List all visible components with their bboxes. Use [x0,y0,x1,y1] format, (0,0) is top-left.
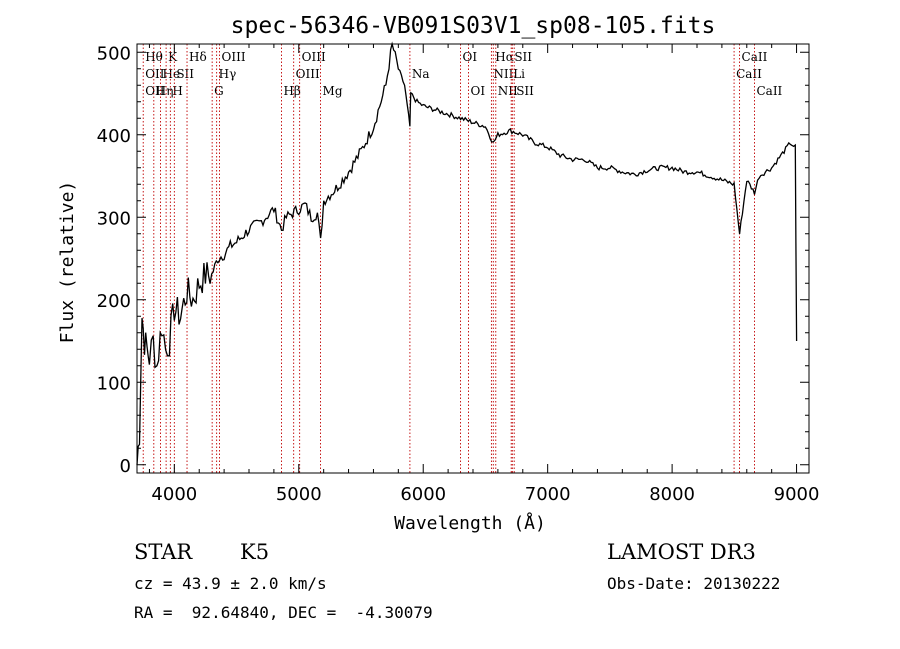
y-tick-label-5: 500 [97,43,131,64]
line-label-12-0: OIII [302,50,326,64]
line-label-5-0: SII [176,67,194,81]
line-label-7-0: G [214,84,224,98]
line-label-19-0: NII [498,84,518,98]
line-label-2-0: He [163,67,181,81]
line-label-23-0: CaII [736,67,762,81]
flux-series-line [136,41,798,466]
survey-name: LAMOST DR3 [607,540,756,564]
line-label-21-0: SII [514,50,532,64]
coordinates-readout: RA = 92.64840, DEC = -4.30079 [134,603,433,622]
line-label-22-0: SII [516,84,534,98]
line-label-0-2: OII [145,84,165,98]
line-label-10-0: Hβ [283,84,300,98]
y-axis: 0 100 200 300 400 500 [97,43,809,477]
line-label-1-0: Hη [156,84,174,98]
object-subclass: K5 [240,540,270,564]
line-label-16-0: OI [471,84,486,98]
x-tick-label-2: 6000 [400,484,446,505]
line-label-17-0: NII [493,67,513,81]
line-label-8-0: Hγ [219,67,237,81]
spectral-line-markers: HθOIIOIIHηHeKHSIIHδGHγOIIIHβOIIIOIIIMgNa… [142,44,783,473]
x-axis: 4000 5000 6000 7000 8000 9000 [148,44,820,505]
line-label-0-1: OII [145,67,165,81]
y-tick-label-3: 300 [97,208,131,229]
line-label-4-0: H [172,84,182,98]
line-label-9-0: OIII [222,50,246,64]
line-label-20-0: Li [513,67,525,81]
line-label-11-0: OIII [296,67,320,81]
y-tick-label-1: 100 [97,373,131,394]
line-label-15-0: OI [463,50,478,64]
redshift-readout: cz = 43.9 ± 2.0 km/s [134,574,327,593]
chart-title: spec-56346-VB091S03V1_sp08-105.fits [231,13,716,39]
line-label-0-0: Hθ [145,50,163,64]
spectrum-chart: spec-56346-VB091S03V1_sp08-105.fits Hθ OI… [57,13,820,534]
observation-date: Obs-Date: 20130222 [607,574,781,593]
x-tick-label-1: 5000 [276,484,322,505]
x-tick-label-4: 8000 [649,484,695,505]
plot-frame [136,43,810,474]
x-tick-label-3: 7000 [525,484,571,505]
x-axis-label: Wavelength (Å) [394,512,546,534]
line-label-13-0: Mg [323,84,343,98]
y-tick-label-2: 200 [97,291,131,312]
y-tick-label-0: 0 [120,456,131,477]
line-label-18-0: Hα [495,50,514,64]
line-label-25-0: CaII [756,84,782,98]
line-label-3-0: K [168,50,178,64]
line-label-24-0: CaII [742,50,768,64]
y-tick-label-4: 400 [97,126,131,147]
line-label-6-0: Hδ [189,50,207,64]
x-tick-label-0: 4000 [151,484,197,505]
object-class: STAR [134,540,193,564]
line-label-14-0: Na [412,67,430,81]
y-axis-label: Flux (relative) [57,181,78,344]
x-tick-label-5: 9000 [774,484,820,505]
